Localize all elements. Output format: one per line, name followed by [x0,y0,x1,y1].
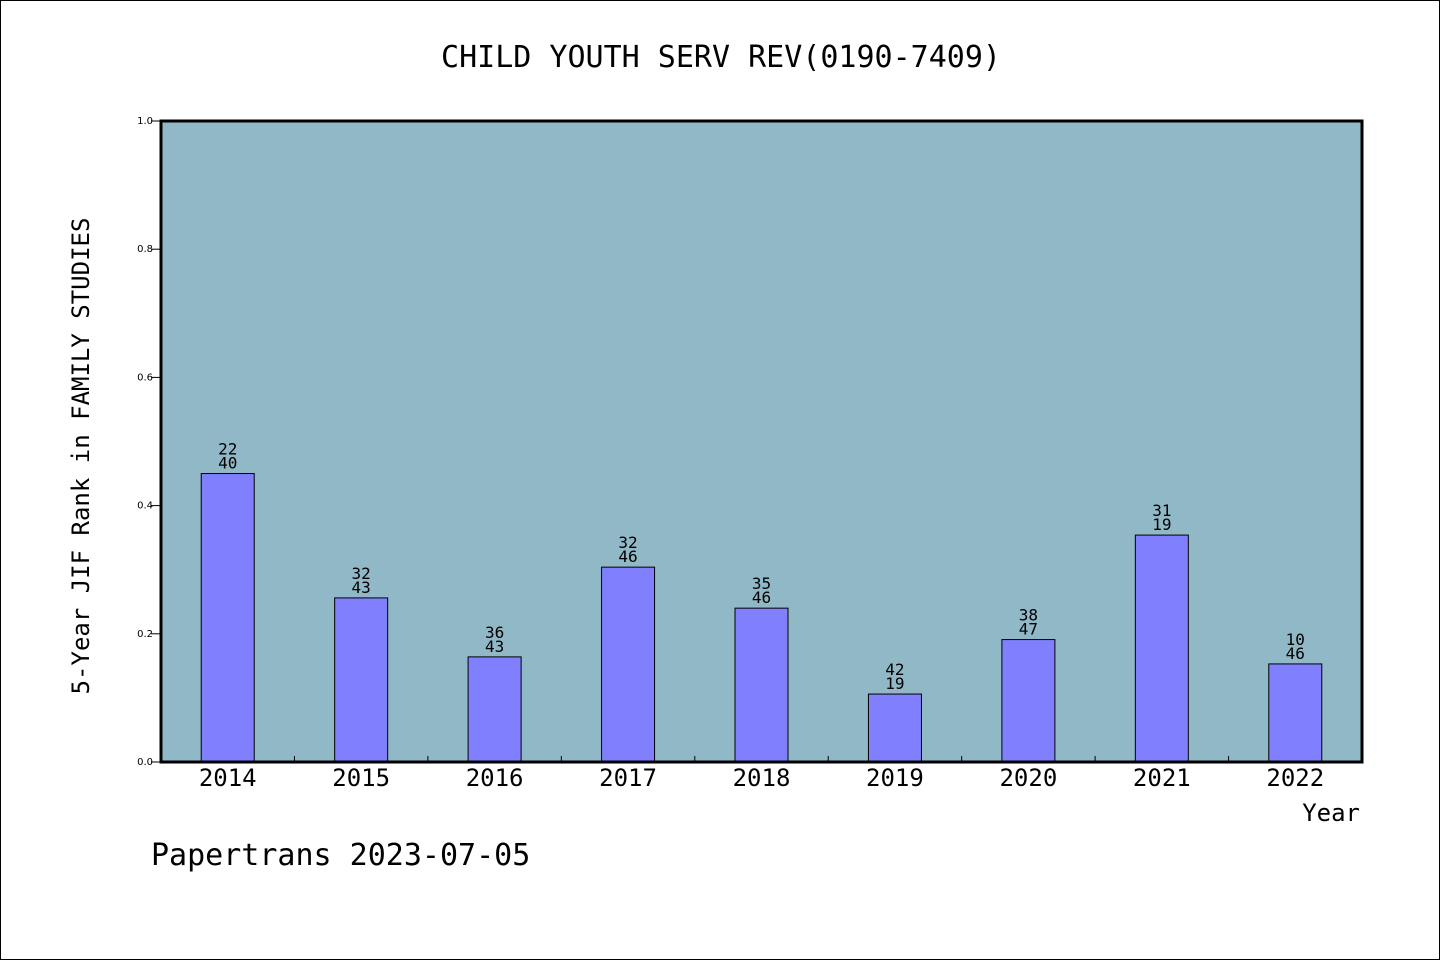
bar-label-bottom: 19 [885,674,904,693]
chart-title: CHILD YOUTH SERV REV(0190-7409) [441,40,1001,75]
x-axis-title: Year [1302,799,1360,827]
bar-label-top: 10 [1286,630,1305,649]
bar-label-top: 42 [885,660,904,679]
bar-2020 [1001,639,1056,763]
x-tick-label: 2018 [733,764,791,792]
bar-2015 [334,597,389,763]
bar-label-top: 31 [1152,501,1171,520]
x-tick-label: 2016 [466,764,524,792]
bar-2018 [734,607,789,763]
y-tick-label: 0.0 [137,757,153,768]
y-axis-ticks: 0.0 0.2 0.4 0.6 0.8 1.0 [137,116,161,768]
bar-label-bottom: 43 [485,637,504,656]
y-tick-label: 1.0 [137,116,153,127]
bar-label-bottom: 46 [1286,644,1305,663]
x-tick-label: 2019 [866,764,924,792]
bar-label-bottom: 40 [218,454,237,473]
y-tick-label: 0.4 [137,501,153,512]
bar-label-top: 36 [485,623,504,642]
bar-2021 [1134,534,1189,763]
x-tick-label: 2015 [332,764,390,792]
plot-border [159,119,1364,764]
bar-label-bottom: 43 [352,578,371,597]
bar-label-bottom: 47 [1019,620,1038,639]
x-tick-label: 2020 [999,764,1057,792]
bar-label-bottom: 46 [618,547,637,566]
bar-label-bottom: 19 [1152,515,1171,534]
bar-2019 [867,693,922,763]
x-tick-label: 2017 [599,764,657,792]
y-axis-title: 5-Year JIF Rank in FAMILY STUDIES [67,218,95,695]
bar-label-top: 35 [752,574,771,593]
y-tick-label: 0.2 [137,629,153,640]
bar-label-top: 32 [352,564,371,583]
bar-2017 [601,566,656,763]
bar-2014 [200,473,255,763]
x-tick-label: 2022 [1266,764,1324,792]
bar-label-top: 38 [1019,606,1038,625]
bar-label-bottom: 46 [752,588,771,607]
footer-credit: Papertrans 2023-07-05 [151,838,530,873]
bar-label-top: 22 [218,440,237,459]
y-tick-label: 0.8 [137,244,153,255]
x-tick-label: 2014 [199,764,257,792]
y-tick-label: 0.6 [137,372,153,383]
bar-2016 [467,656,522,763]
x-tick-label: 2021 [1133,764,1191,792]
bar-label-top: 32 [618,533,637,552]
x-axis-tick-labels: 2014 2015 2016 2017 2018 2019 2020 2021 2022 [199,756,1324,792]
bar-2022 [1268,663,1323,763]
